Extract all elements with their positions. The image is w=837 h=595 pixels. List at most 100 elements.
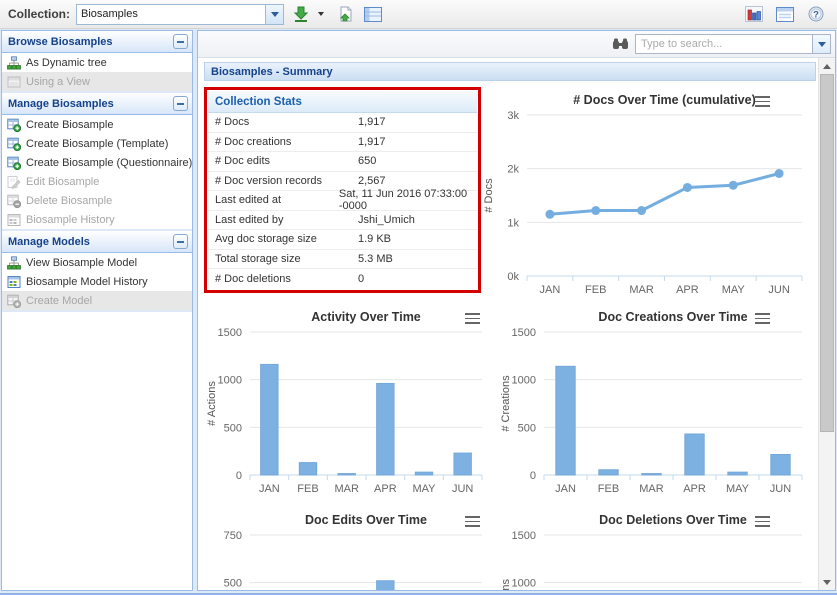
collection-combobox-trigger[interactable] xyxy=(265,4,283,24)
collapse-icon[interactable] xyxy=(173,34,188,49)
export-menu-caret-icon[interactable] xyxy=(318,12,328,16)
svg-text:APR: APR xyxy=(683,483,706,495)
svg-text:1000: 1000 xyxy=(218,375,242,387)
svg-text:MAY: MAY xyxy=(412,483,436,495)
sidebar-panel-header[interactable]: Manage Biosamples xyxy=(2,93,192,115)
stats-row: Last edited by Jshi_Umich xyxy=(208,211,477,230)
svg-text:APR: APR xyxy=(374,483,397,495)
stats-label: Avg doc storage size xyxy=(215,233,317,246)
stats-value: 1,917 xyxy=(358,116,386,129)
svg-text:Doc Creations Over Time: Doc Creations Over Time xyxy=(598,310,747,324)
collection-combobox[interactable]: Biosamples xyxy=(76,3,284,25)
search-input[interactable] xyxy=(636,35,812,53)
summary-header: Biosamples - Summary xyxy=(204,62,816,81)
sidebar-panel-header[interactable]: Browse Biosamples xyxy=(2,31,192,53)
table-delete-icon xyxy=(7,194,21,208)
svg-text:MAY: MAY xyxy=(722,284,746,296)
svg-text:FEB: FEB xyxy=(297,483,318,495)
grid-view-icon[interactable] xyxy=(362,3,384,25)
chart-menu-icon[interactable] xyxy=(465,313,480,324)
stats-row: # Doc edits 650 xyxy=(208,152,477,172)
stats-value: Jshi_Umich xyxy=(358,213,415,226)
svg-text:Doc Deletions Over Time: Doc Deletions Over Time xyxy=(599,513,747,527)
export-icon[interactable] xyxy=(290,3,312,25)
sidebar-item-edit-biosample: Edit Biosample xyxy=(2,172,192,191)
svg-text:750: 750 xyxy=(224,530,242,542)
chart-doc-edits-over-time: 0250500750JANFEBMARAPRMAYJUNDoc Edits Ov… xyxy=(204,507,496,590)
svg-text:1000: 1000 xyxy=(512,375,536,387)
sidebar-panel-title: Manage Biosamples xyxy=(8,97,114,110)
stats-label: Last edited by xyxy=(215,213,284,226)
scrollbar-thumb[interactable] xyxy=(820,74,834,432)
chart-menu-icon[interactable] xyxy=(755,313,770,324)
svg-text:# Edits: # Edits xyxy=(206,589,218,590)
svg-text:1k: 1k xyxy=(507,217,519,229)
chart-menu-icon[interactable] xyxy=(755,516,770,527)
stats-value: 0 xyxy=(358,272,365,285)
top-toolbar: Collection: Biosamples xyxy=(0,0,837,29)
svg-text:JAN: JAN xyxy=(259,483,280,495)
sidebar-item-label: Using a View xyxy=(26,75,90,88)
stats-label: # Docs xyxy=(215,116,250,129)
sidebar-item-view-biosample-model[interactable]: View Biosample Model xyxy=(2,253,192,272)
sidebar-item-label: Biosample History xyxy=(26,213,115,226)
tree-icon xyxy=(7,255,21,270)
collapse-icon[interactable] xyxy=(173,234,188,249)
sidebar-item-biosample-model-history[interactable]: Biosample Model History xyxy=(2,272,192,291)
stats-row: # Doc deletions 0 xyxy=(208,269,477,289)
chart-menu-icon[interactable] xyxy=(465,516,480,527)
table-add-icon xyxy=(7,118,21,132)
svg-text:# Actions: # Actions xyxy=(206,381,218,426)
scrollbar-track[interactable] xyxy=(819,74,835,574)
stats-value: 2,567 xyxy=(358,174,386,187)
vertical-scrollbar xyxy=(818,58,835,590)
chart-menu-icon[interactable] xyxy=(755,96,770,107)
svg-text:MAR: MAR xyxy=(629,284,654,296)
sidebar-item-as-dynamic-tree[interactable]: As Dynamic tree xyxy=(2,53,192,72)
svg-text:1500: 1500 xyxy=(218,327,242,339)
scrollbar-down-arrow[interactable] xyxy=(819,574,835,590)
sidebar-item-create-biosample-template[interactable]: Create Biosample (Template) xyxy=(2,134,192,153)
collapse-icon[interactable] xyxy=(173,96,188,111)
stats-row: Avg doc storage size 1.9 KB xyxy=(208,230,477,250)
table-add-icon xyxy=(7,156,21,170)
svg-text:# Docs Over Time (cumulative): # Docs Over Time (cumulative) xyxy=(573,93,755,107)
stats-value: Sat, 11 Jun 2016 07:33:00 -0000 xyxy=(338,188,468,213)
svg-text:Doc Edits Over Time: Doc Edits Over Time xyxy=(305,513,427,527)
svg-text:Activity Over Time: Activity Over Time xyxy=(311,310,421,324)
sidebar-item-label: Edit Biosample xyxy=(26,175,100,188)
search-dropdown-trigger[interactable] xyxy=(812,35,830,53)
stats-row: # Doc version records 2,567 xyxy=(208,172,477,191)
sidebar-panel-manage-models: Manage Models View Biosample Model Biosamp… xyxy=(2,231,192,312)
sidebar-item-label: Delete Biosample xyxy=(26,194,113,207)
summary-content: Biosamples - Summary Collection Stats # … xyxy=(198,58,818,590)
sidebar-panel-header[interactable]: Manage Models xyxy=(2,231,192,253)
new-document-icon[interactable] xyxy=(334,3,356,25)
charts-icon[interactable] xyxy=(743,3,765,25)
sidebar-item-delete-biosample: Delete Biosample xyxy=(2,191,192,210)
svg-text:MAY: MAY xyxy=(726,483,750,495)
search-combobox xyxy=(635,34,831,54)
svg-text:JUN: JUN xyxy=(768,284,789,296)
stats-label: # Doc version records xyxy=(215,174,322,187)
main-panel: Biosamples - Summary Collection Stats # … xyxy=(197,30,836,591)
svg-text:JUN: JUN xyxy=(452,483,473,495)
svg-text:0k: 0k xyxy=(507,271,519,283)
svg-text:# Creations: # Creations xyxy=(500,375,512,432)
svg-text:# Docs: # Docs xyxy=(483,178,495,213)
collection-combobox-value: Biosamples xyxy=(81,7,138,20)
scrollbar-up-arrow[interactable] xyxy=(819,58,835,74)
window-view-icon[interactable] xyxy=(774,3,796,25)
svg-text:FEB: FEB xyxy=(598,483,619,495)
svg-text:2k: 2k xyxy=(507,164,519,176)
table-add-icon xyxy=(7,294,21,308)
advanced-search-icon[interactable] xyxy=(612,37,629,52)
svg-text:500: 500 xyxy=(518,422,536,434)
stats-row: Last edited at Sat, 11 Jun 2016 07:33:00 … xyxy=(208,188,477,213)
help-icon[interactable]: ? xyxy=(805,3,827,25)
svg-text:FEB: FEB xyxy=(585,284,606,296)
sidebar-item-create-biosample[interactable]: Create Biosample xyxy=(2,115,192,134)
chart-activity-over-time: 0 500 1000 1500 JAN FEB MAR APR MAY JUN Activity O… xyxy=(204,304,496,501)
sidebar-item-create-biosample-questionnaire[interactable]: Create Biosample (Questionnaire) xyxy=(2,153,192,172)
